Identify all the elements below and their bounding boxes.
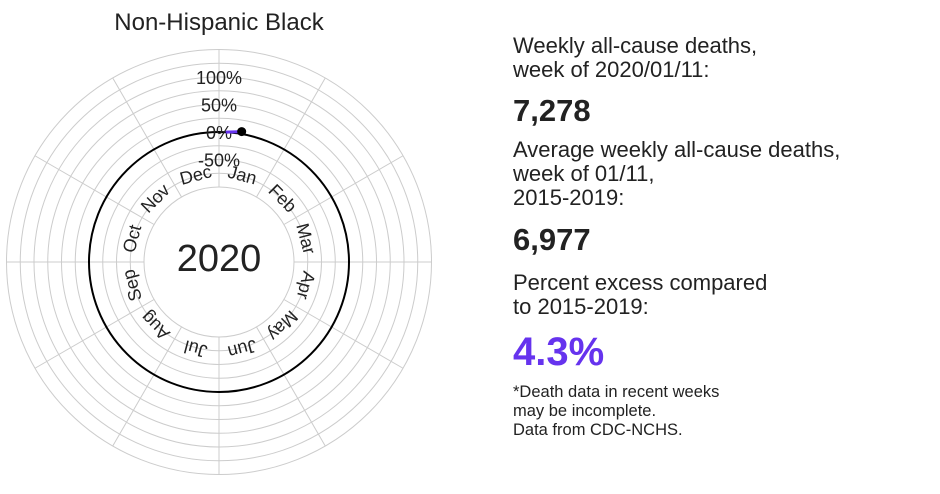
month-label: Dec [178, 161, 214, 189]
grid-spoke [256, 77, 326, 198]
month-label: Sep [118, 267, 146, 303]
grid-spoke [283, 299, 404, 369]
weekly-deaths-value: 7,278 [513, 93, 591, 128]
radial-tick-labels: 100% 50% 0% -50% [196, 68, 242, 171]
chart-title: Non-Hispanic Black [114, 9, 324, 36]
grid-spoke [34, 299, 155, 369]
grid-spoke [283, 155, 404, 225]
percent-excess-label: Percent excess compared to 2015-2019: [513, 270, 768, 319]
month-label: Feb [265, 180, 301, 216]
average-deaths-label: Average weekly all-cause deaths, week of… [513, 137, 841, 210]
radial-tick-label: 0% [206, 123, 232, 143]
series-layer [225, 127, 247, 137]
radial-chart: Non-Hispanic Black 100%50%0%-50% JanFebM… [6, 9, 432, 475]
grid-spoke [112, 77, 182, 198]
grid-spoke [256, 326, 326, 447]
month-label: Aug [137, 307, 174, 344]
radial-tick-label: 50% [201, 96, 237, 116]
month-label: Nov [137, 180, 174, 217]
average-deaths-value: 6,977 [513, 222, 591, 257]
center-year-label: 2020 [177, 238, 262, 280]
current-week-marker [237, 127, 247, 137]
month-label: Jul [182, 336, 209, 361]
data-note: *Death data in recent weeks may be incom… [513, 383, 720, 439]
percent-excess-value: 4.3% [513, 330, 605, 374]
baseline-circle [88, 131, 350, 393]
weekly-deaths-label: Weekly all-cause deaths, week of 2020/01… [513, 33, 758, 82]
radial-tick-label: 100% [196, 68, 242, 88]
info-panel: Weekly all-cause deaths, week of 2020/01… [513, 34, 933, 440]
grid-spoke [34, 155, 155, 225]
month-label: May [264, 307, 302, 345]
grid-layer [6, 49, 432, 475]
grid-spoke [112, 326, 182, 447]
radial-tick-label: -50% [198, 151, 240, 171]
